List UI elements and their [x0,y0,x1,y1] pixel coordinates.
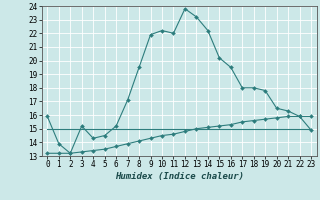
X-axis label: Humidex (Indice chaleur): Humidex (Indice chaleur) [115,172,244,181]
